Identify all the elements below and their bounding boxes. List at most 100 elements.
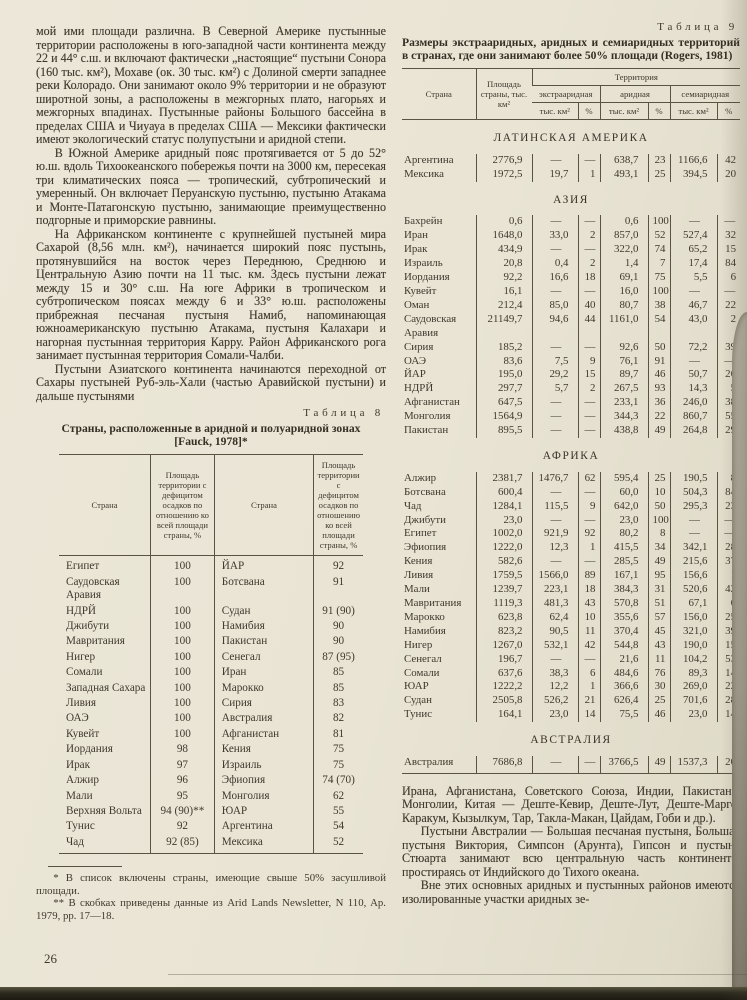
extraarid-pct-cell: 2 (577, 382, 600, 397)
arid-km-cell: 384,3 (599, 583, 648, 597)
extraarid-km-cell: 16,6 (531, 271, 578, 285)
arid-km-cell: 438,8 (599, 424, 648, 438)
semiarid-km-cell: 17,4 (669, 257, 717, 272)
table9-col-pct: % (716, 102, 741, 120)
semiarid-km-cell: 860,7 (669, 410, 717, 425)
body-paragraph: В Южной Америке аридный пояс протягивает… (36, 145, 386, 227)
table-row: Мавритания 100 Пакистан 90 (59, 634, 363, 650)
table9-col-semiarid: семиаридная (669, 85, 741, 103)
value-cell: 52 (313, 834, 363, 855)
extraarid-km-cell: 94,6 (531, 312, 578, 341)
country-cell: Иордания (66, 743, 113, 756)
value-cell: 100 (150, 649, 215, 666)
table-row: Саудовская Аравия 21149,7 94,6 44 1161,0 54 43… (402, 312, 741, 341)
table-row: ОАЭ 100 Австралия 82 (59, 711, 363, 727)
extraarid-pct-cell: 6 (577, 666, 600, 681)
country-cell: Кения (213, 742, 314, 758)
country-cell: Кения (404, 555, 433, 568)
country-cell: Мексика (404, 167, 445, 180)
area-cell: 600,4 (475, 485, 532, 500)
arid-pct-cell: 46 (647, 708, 670, 723)
table-row: Ботсвана 600,4— —60,0 10 504,3 84 (402, 485, 741, 500)
body-paragraph: Пустыни Австралии — Большая песчаная пус… (402, 824, 740, 879)
area-cell: 1972,5 (475, 167, 532, 182)
extraarid-pct-cell: — (577, 485, 600, 500)
country-cell: Западная Сахара (66, 681, 146, 694)
table-row: Оман 212,4 85,0 40 80,7 38 46,7 22 (402, 298, 741, 313)
area-cell: 0,6 (475, 215, 532, 230)
country-cell: ОАЭ (66, 712, 89, 725)
arid-km-cell: 638,7 (599, 153, 648, 168)
value-cell: 75 (313, 757, 363, 774)
arid-km-cell: 544,8 (599, 638, 648, 653)
extraarid-km-cell: 921,9 (531, 527, 578, 542)
extraarid-pct-cell: — (577, 215, 600, 230)
extraarid-km-cell: — (531, 485, 578, 500)
area-cell: 1239,7 (475, 583, 532, 597)
area-cell: 647,5 (475, 396, 532, 411)
arid-pct-cell: 100 (647, 284, 670, 299)
country-cell: ЙАР (404, 368, 426, 381)
extraarid-km-cell: 1566,0 (531, 569, 578, 584)
semiarid-pct-cell: 32 (716, 229, 741, 244)
value-cell: 82 (313, 711, 363, 727)
country-cell: Ботсвана (213, 574, 314, 604)
value-cell: 91 (90) (313, 603, 363, 620)
extraarid-km-cell: — (531, 756, 578, 774)
arid-km-cell: 23,0 (599, 513, 648, 528)
extraarid-km-cell: — (531, 284, 578, 299)
semiarid-km-cell: 215,6 (669, 555, 717, 570)
table8-col-country: Страна (213, 454, 314, 557)
table-row: Мали 95 Монголия 62 (59, 788, 363, 804)
table-section-heading: АФРИКА (542, 449, 600, 462)
semiarid-km-cell: 246,0 (669, 396, 717, 411)
area-cell: 623,8 (475, 610, 532, 625)
semiarid-km-cell: 295,3 (669, 499, 717, 514)
arid-pct-cell: 100 (647, 215, 670, 230)
country-cell: Афганистан (404, 396, 460, 409)
semiarid-km-cell: 43,0 (669, 312, 717, 341)
arid-km-cell: 233,1 (599, 396, 648, 411)
arid-km-cell: 355,6 (599, 610, 648, 625)
extraarid-pct-cell: 62 (577, 471, 600, 486)
arid-km-cell: 626,4 (599, 694, 648, 709)
country-cell: Бахрейн (404, 215, 443, 228)
table-row: Тунис 92 Аргентина 54 (59, 819, 363, 835)
semiarid-km-cell: — (669, 215, 717, 230)
arid-km-cell: 0,6 (599, 215, 648, 230)
country-cell: Алжир (66, 774, 99, 787)
arid-pct-cell: 91 (647, 354, 670, 369)
country-cell: Мавритания (404, 597, 462, 609)
extraarid-km-cell: — (531, 340, 578, 355)
extraarid-km-cell: 85,0 (531, 298, 578, 313)
country-cell: Верхняя Вольта (66, 804, 142, 817)
value-cell: 95 (150, 788, 215, 804)
semiarid-km-cell: 190,0 (669, 638, 717, 653)
arid-pct-cell: 7 (647, 257, 670, 272)
area-cell: 1759,5 (475, 569, 532, 584)
value-cell: 98 (150, 742, 215, 758)
table-row: Намибия 823,2 90,5 11 370,4 45 321,0 39 (402, 624, 741, 639)
area-cell: 637,6 (475, 666, 532, 681)
country-cell: ОАЭ (404, 354, 427, 367)
country-cell: Сомали (404, 666, 440, 679)
semiarid-pct-cell: 6 (716, 271, 741, 285)
table-row: Сомали 637,6 38,3 6 484,6 76 89,3 14 (402, 666, 741, 681)
area-cell: 2776,9 (475, 153, 532, 168)
arid-km-cell: 285,5 (599, 555, 648, 570)
extraarid-pct-cell: — (577, 424, 600, 438)
country-cell: Алжир (404, 471, 437, 484)
extraarid-km-cell: 12,3 (531, 541, 578, 556)
country-cell: Аргентина (404, 153, 454, 166)
area-cell: 83,6 (475, 354, 532, 369)
extraarid-km-cell: 19,7 (531, 167, 578, 182)
arid-pct-cell: 10 (647, 485, 670, 500)
value-cell: 92 (150, 819, 215, 835)
extraarid-pct-cell: — (577, 284, 600, 299)
value-cell: 100 (150, 634, 215, 650)
extraarid-km-cell: — (531, 396, 578, 411)
area-cell: 195,0 (475, 368, 532, 383)
value-cell: 96 (150, 773, 215, 789)
arid-pct-cell: 75 (647, 271, 670, 285)
